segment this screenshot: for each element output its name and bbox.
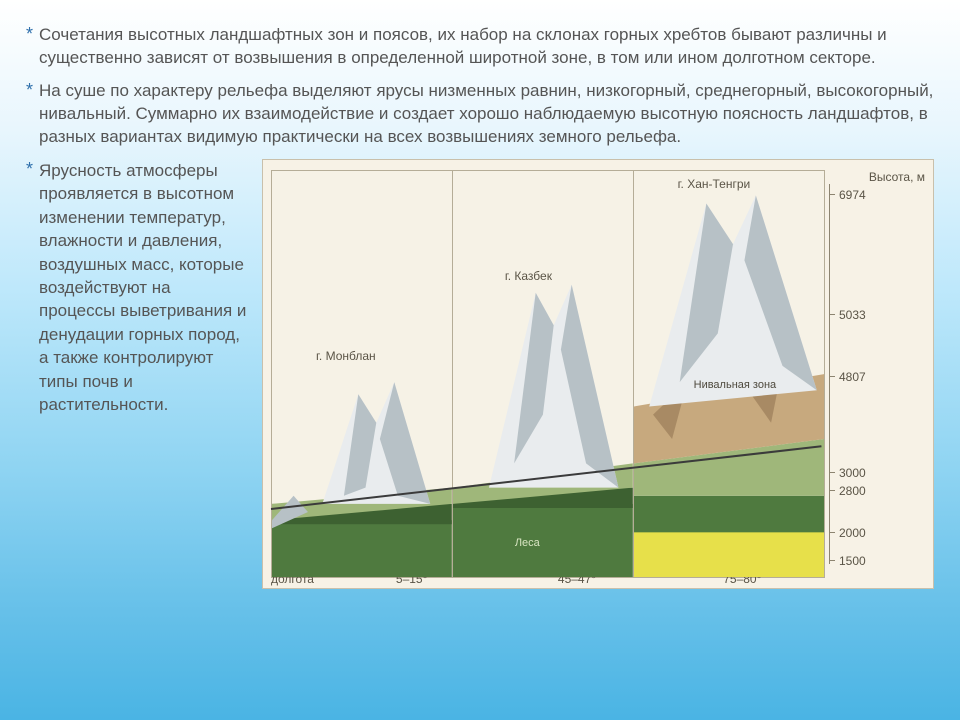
bullet-star: * xyxy=(26,81,33,101)
bullet-2: * На суше по характеру рельефа выделяют … xyxy=(26,80,934,149)
tick-6974: 6974 xyxy=(839,188,866,202)
panel1-title: г. Монблан xyxy=(316,349,376,363)
height-axis: Высота, м 6974 5033 4807 3000 2800 2000 … xyxy=(829,170,925,578)
bullet-2-text: На суше по характеру рельефа выделяют яр… xyxy=(39,80,934,149)
forest-label: Леса xyxy=(515,537,540,549)
lower-row: * Ярусность атмосферы проявляется в высо… xyxy=(26,159,934,589)
bullet-star: * xyxy=(26,25,33,45)
bullet-star: * xyxy=(26,160,33,180)
tick-5033: 5033 xyxy=(839,308,866,322)
panel-kazbek: г. Казбек Леса xyxy=(453,171,634,577)
bullet-3-text: Ярусность атмосферы проявляется в высотн… xyxy=(39,159,248,417)
panel2-title: г. Казбек xyxy=(505,269,552,283)
axis-title: Высота, м xyxy=(869,170,925,184)
panel-monblan: г. Монблан Нижняя граница альпийского по… xyxy=(272,171,453,577)
tick-1500: 1500 xyxy=(839,554,866,568)
tick-2800: 2800 xyxy=(839,484,866,498)
tick-2000: 2000 xyxy=(839,526,866,540)
panel-khan-tengri: г. Хан-Тенгри Нивальная зона Альпийские … xyxy=(634,171,824,577)
nival-label: Нивальная зона xyxy=(694,379,777,391)
bullet-1-text: Сочетания высотных ландшафтных зон и поя… xyxy=(39,24,934,70)
bullet-1: * Сочетания высотных ландшафтных зон и п… xyxy=(26,24,934,70)
figure-panels: г. Монблан Нижняя граница альпийского по… xyxy=(271,170,825,578)
left-column: * Ярусность атмосферы проявляется в высо… xyxy=(26,159,248,417)
tick-4807: 4807 xyxy=(839,370,866,384)
tick-3000: 3000 xyxy=(839,466,866,480)
panel3-title: г. Хан-Тенгри xyxy=(678,177,751,191)
altitudinal-zonation-figure: г. Монблан Нижняя граница альпийского по… xyxy=(262,159,934,589)
